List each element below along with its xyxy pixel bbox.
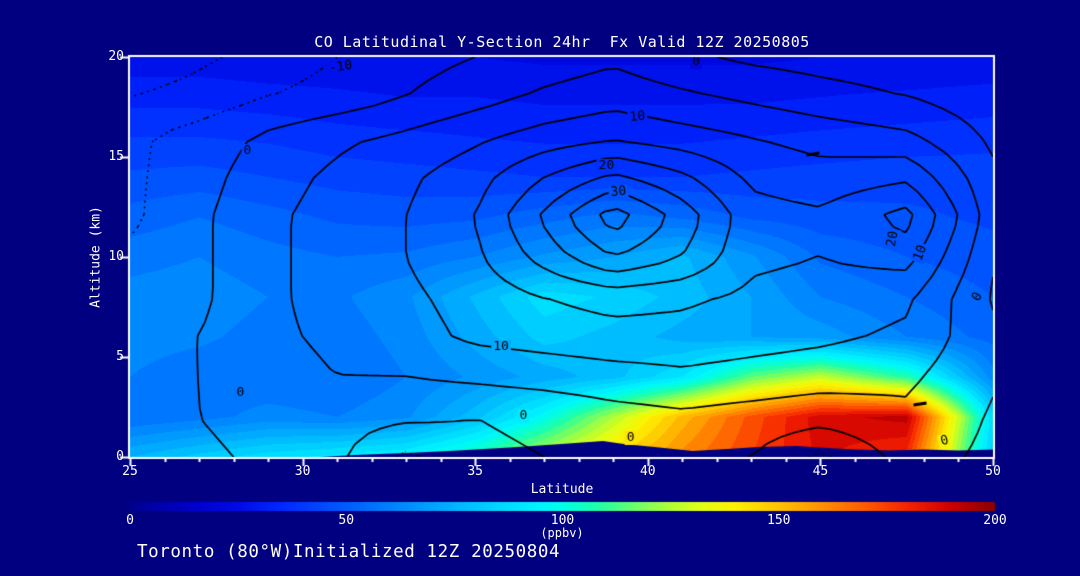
- x-tick-label: 40: [639, 464, 656, 479]
- x-tick-label: 35: [467, 464, 484, 479]
- colorbar-tick-label: 200: [983, 513, 1007, 528]
- y-tick-label: 20: [108, 49, 124, 64]
- chart-title: CO Latitudinal Y-Section 24hr Fx Valid 1…: [314, 33, 810, 51]
- colorbar-tick-label: 0: [126, 513, 134, 528]
- x-tick-label: 45: [812, 464, 829, 479]
- y-tick-label: 5: [116, 349, 124, 364]
- colorbar-tick-label: 50: [338, 513, 355, 528]
- y-tick-label: 0: [116, 449, 124, 464]
- x-tick-label: 25: [122, 464, 138, 479]
- x-tick-label: 30: [294, 464, 311, 479]
- y-tick-label: 15: [108, 149, 124, 164]
- y-tick-label: 10: [108, 249, 124, 264]
- colorbar-tick-label: 150: [767, 513, 791, 528]
- colorbar-units-label: (ppbv): [540, 526, 584, 540]
- model-init-label: Toronto (80°W)Initialized 12Z 20250804: [137, 542, 561, 562]
- x-axis-title: Latitude: [530, 482, 594, 497]
- x-tick-label: 50: [985, 464, 1001, 479]
- colorbar-tick-label: 100: [550, 513, 575, 528]
